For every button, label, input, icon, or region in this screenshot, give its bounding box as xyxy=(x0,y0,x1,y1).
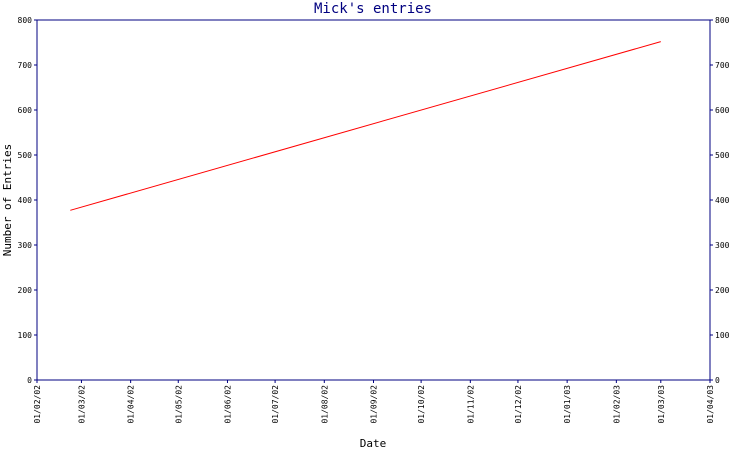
y-tick-label-right: 200 xyxy=(715,286,730,295)
x-tick-label: 01/10/02 xyxy=(417,385,426,424)
y-tick-label-left: 600 xyxy=(18,106,33,115)
x-tick-label: 01/06/02 xyxy=(223,385,232,424)
series-line xyxy=(70,41,661,211)
y-tick-label-right: 0 xyxy=(715,376,720,385)
plot-area: 0 0 100 100 200 200 300 300 400 400 500 500 600 600 70… xyxy=(18,16,730,424)
x-tick-label: 01/05/02 xyxy=(174,385,183,424)
y-tick-label-right: 100 xyxy=(715,331,730,340)
x-tick-label: 01/09/02 xyxy=(370,385,379,424)
y-tick-label-right: 500 xyxy=(715,151,730,160)
chart-title: Mick's entries xyxy=(314,1,432,17)
x-tick-label: 01/03/02 xyxy=(77,385,86,424)
x-tick-label: 01/03/03 xyxy=(657,385,666,424)
y-tick-label-left: 0 xyxy=(27,376,32,385)
x-tick-label: 01/01/03 xyxy=(563,385,572,424)
x-tick-label: 01/04/03 xyxy=(706,385,715,424)
x-axis-label: Date xyxy=(360,437,387,450)
y-tick-label-right: 300 xyxy=(715,241,730,250)
x-tick-label: 01/04/02 xyxy=(127,385,136,424)
y-tick-label-left: 200 xyxy=(18,286,33,295)
y-tick-label-right: 600 xyxy=(715,106,730,115)
x-tick-label: 01/08/02 xyxy=(320,385,329,424)
plot-frame xyxy=(36,19,711,381)
y-tick-label-left: 800 xyxy=(18,16,33,25)
x-tick-label: 01/11/02 xyxy=(466,385,475,424)
x-tick-label: 01/12/02 xyxy=(514,385,523,424)
y-tick-label-left: 700 xyxy=(18,61,33,70)
y-tick-label-right: 700 xyxy=(715,61,730,70)
y-tick-label-left: 400 xyxy=(18,196,33,205)
y-tick-label-left: 100 xyxy=(18,331,33,340)
y-tick-label-left: 300 xyxy=(18,241,33,250)
y-axis-label: Number of Entries xyxy=(1,144,14,257)
x-tick-label: 01/02/02 xyxy=(33,385,42,424)
y-tick-label-right: 800 xyxy=(715,16,730,25)
x-tick-label: 01/07/02 xyxy=(271,385,280,424)
x-tick-label: 01/02/03 xyxy=(612,385,621,424)
y-tick-label-left: 500 xyxy=(18,151,33,160)
y-tick-label-right: 400 xyxy=(715,196,730,205)
